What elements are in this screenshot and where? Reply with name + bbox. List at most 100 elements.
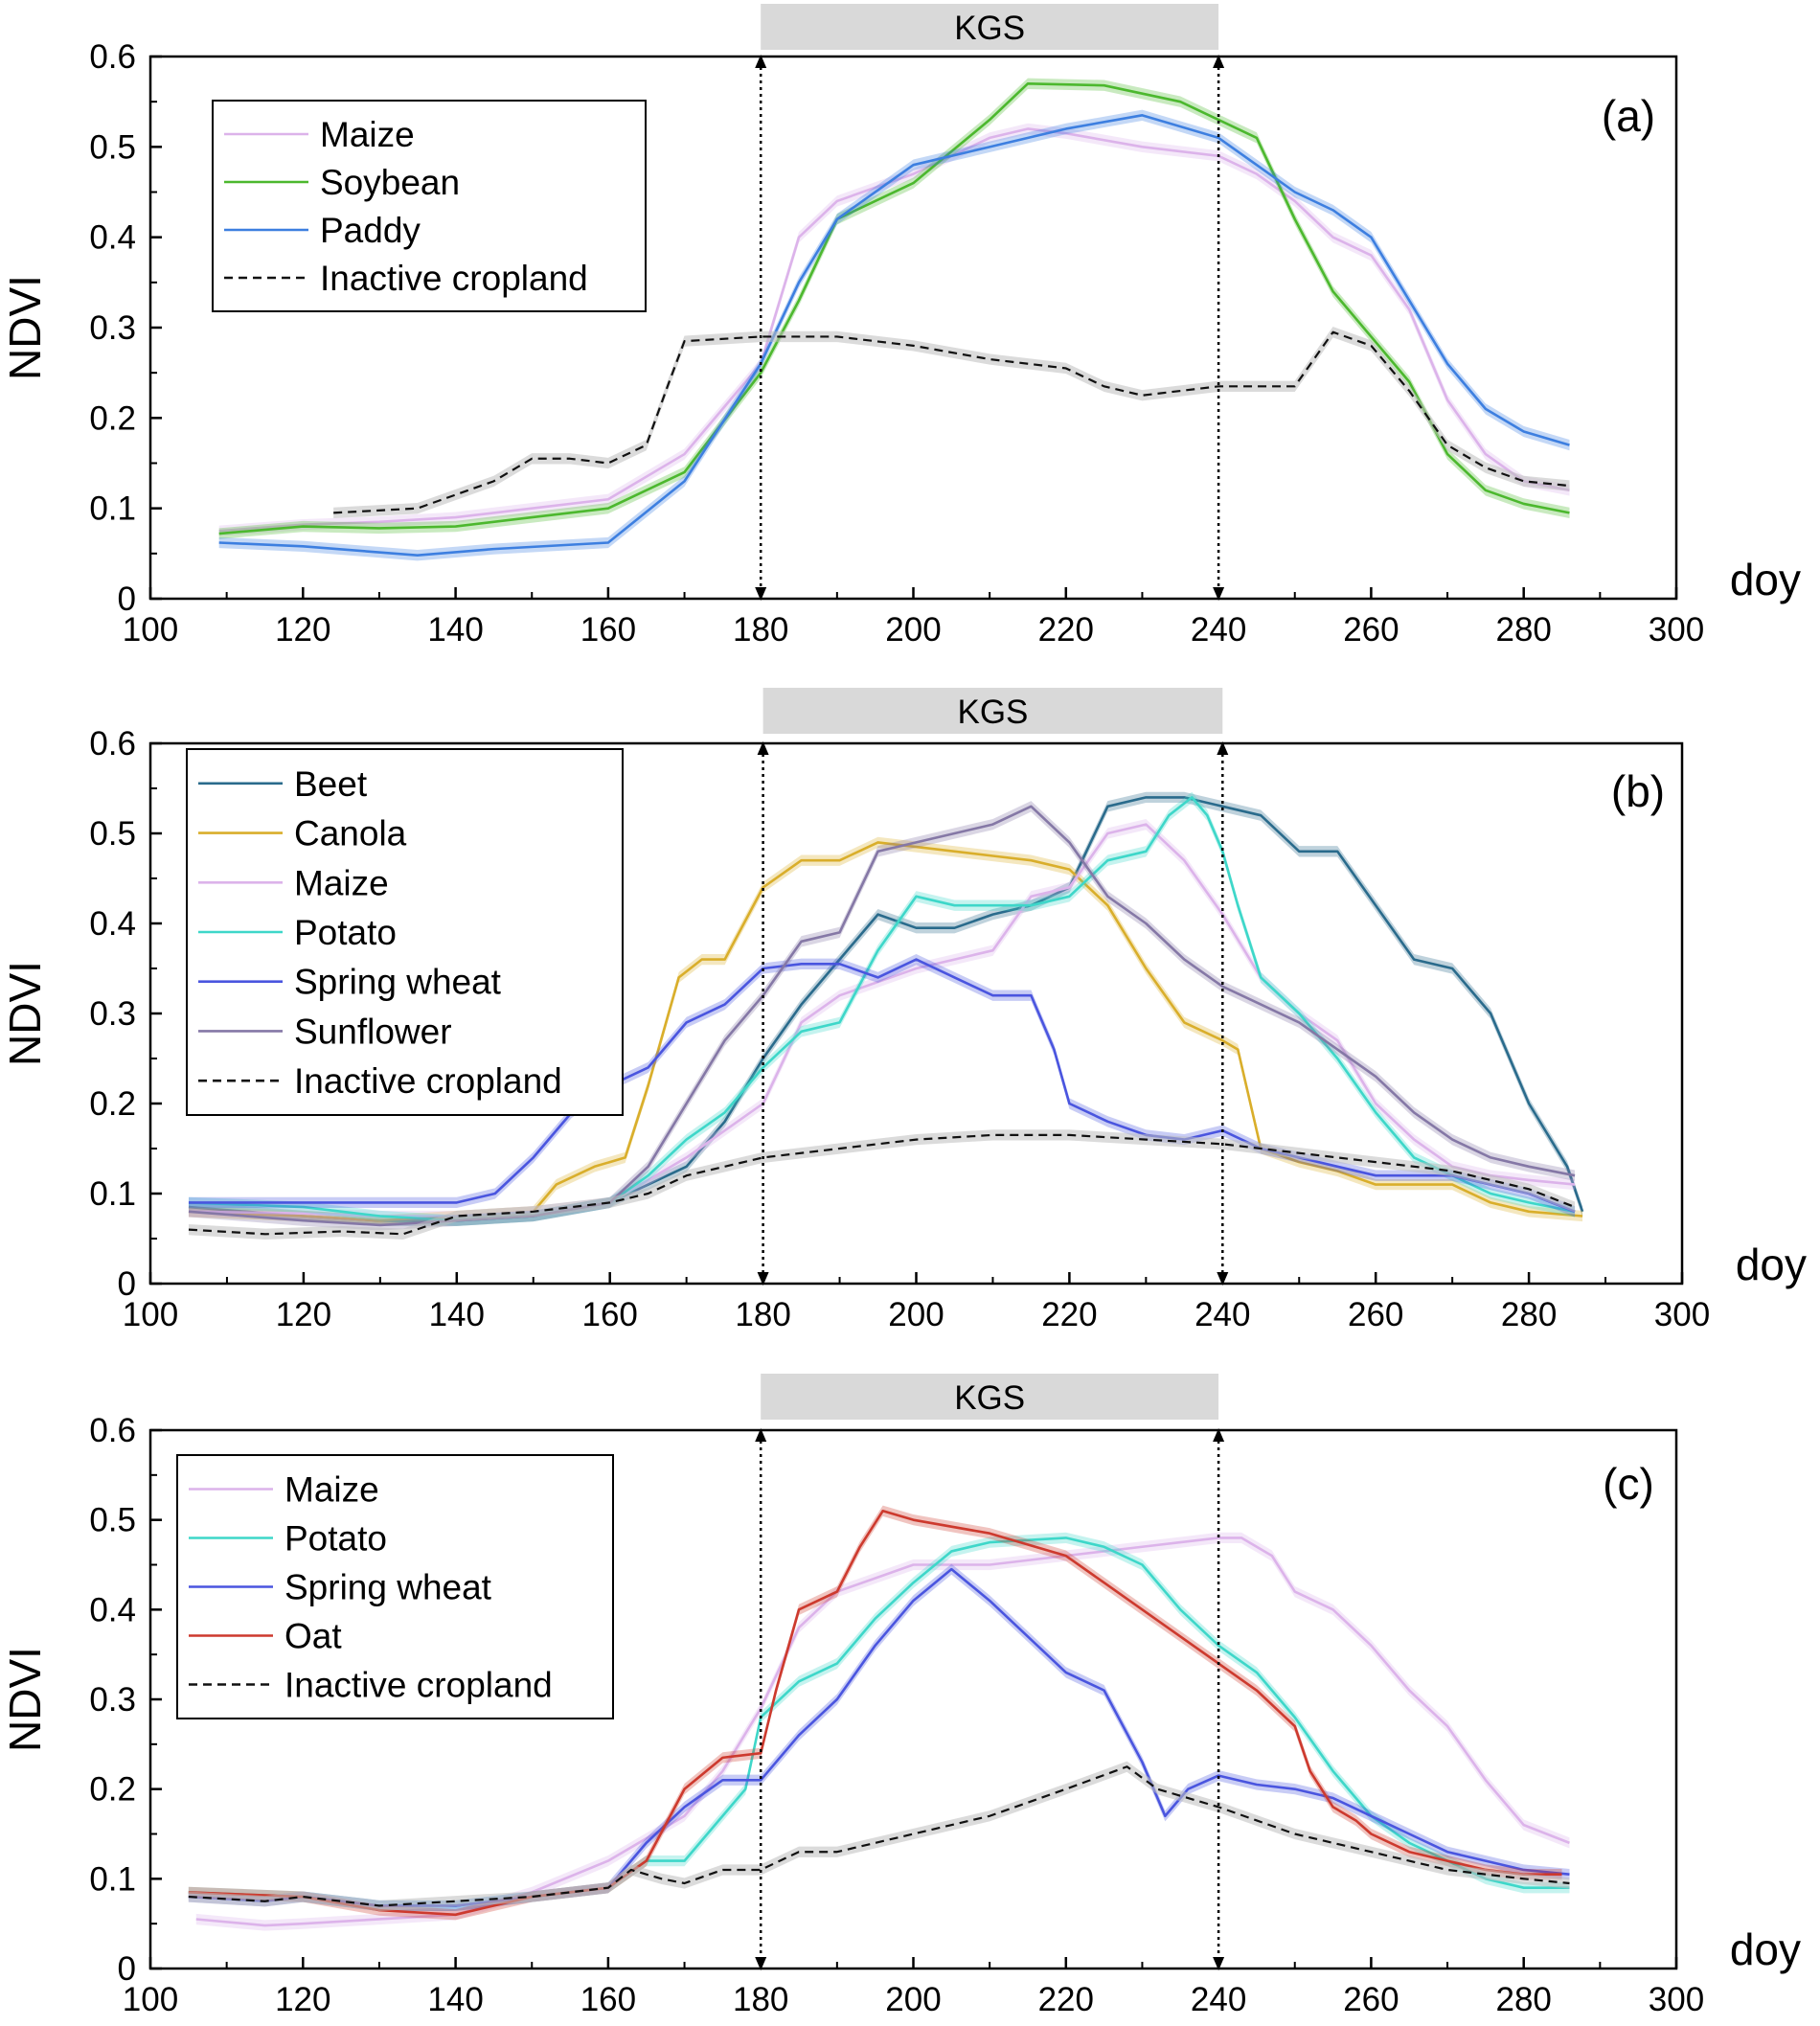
kgs-label: KGS — [957, 694, 1028, 731]
x-tick-label: 300 — [1654, 1296, 1710, 1333]
series-line — [188, 1133, 1576, 1236]
kgs-arrow-head-down — [1213, 587, 1225, 601]
legend-entry: Inactive cropland — [284, 1666, 553, 1705]
y-tick-label: 0.4 — [89, 1591, 136, 1628]
x-axis-title: doy — [1730, 555, 1801, 604]
x-tick-label: 180 — [733, 1981, 788, 2018]
kgs-arrow-head-up — [755, 1428, 767, 1442]
series-line — [218, 114, 1570, 558]
y-tick-label: 0.4 — [89, 219, 136, 257]
y-axis-title: NDVI — [0, 961, 50, 1066]
kgs-arrow-head-up — [1213, 55, 1225, 68]
x-tick-label: 100 — [123, 1981, 178, 2018]
legend-entry: Oat — [284, 1617, 342, 1656]
x-tick-label: 200 — [888, 1296, 944, 1333]
kgs-bar — [762, 688, 1223, 734]
x-tick-label: 200 — [885, 1981, 941, 2018]
legend-entry: Maize — [284, 1470, 379, 1510]
legend-entry: Sunflower — [294, 1012, 452, 1051]
panel-a: KGS 100 120 140 160 180 200 220 240 260 280 300 0 0.1… — [0, 4, 1801, 649]
x-tick-label: 180 — [735, 1296, 790, 1333]
kgs-arrow-head-down — [1213, 1957, 1225, 1970]
x-tick-label: 260 — [1343, 1981, 1399, 2018]
x-tick-label: 220 — [1041, 1296, 1097, 1333]
y-tick-label: 0.4 — [89, 905, 136, 943]
x-tick-label: 120 — [275, 611, 330, 649]
y-tick-label: 0.5 — [89, 815, 136, 853]
legend-box — [212, 100, 647, 312]
y-tick-label: 0.1 — [89, 1175, 136, 1213]
x-tick-label: 160 — [581, 1296, 637, 1333]
kgs-arrow-head-down — [755, 1957, 767, 1970]
kgs-arrow-head-up — [1217, 741, 1229, 755]
series-band — [188, 953, 1576, 1218]
kgs-arrow-head-down — [757, 1272, 769, 1286]
y-tick-label: 0.6 — [89, 1412, 136, 1449]
x-tick-label: 280 — [1495, 611, 1551, 649]
series-band — [188, 791, 1576, 1226]
kgs-arrow-head-up — [757, 741, 769, 755]
legend-entry: Potato — [294, 913, 397, 952]
x-tick-label: 220 — [1038, 1981, 1094, 2018]
x-tick-label: 220 — [1038, 611, 1094, 649]
x-tick-label: 160 — [580, 611, 636, 649]
legend-entry: Maize — [320, 115, 415, 154]
y-tick-label: 0.3 — [89, 1681, 136, 1719]
series-band — [188, 836, 1583, 1226]
series-line — [333, 330, 1570, 514]
legend-entry: Potato — [284, 1519, 387, 1559]
x-tick-label: 200 — [885, 611, 941, 649]
y-tick-label: 0.1 — [89, 490, 136, 528]
x-tick-label: 300 — [1649, 1981, 1704, 2018]
series-band — [333, 327, 1570, 519]
kgs-bar — [761, 1374, 1219, 1420]
y-axis-title: NDVI — [0, 275, 50, 380]
kgs-arrow-head-up — [1213, 1428, 1225, 1442]
x-tick-label: 100 — [123, 1296, 178, 1333]
x-tick-label: 180 — [733, 611, 788, 649]
y-tick-label: 0.6 — [89, 38, 136, 76]
x-tick-label: 240 — [1191, 611, 1246, 649]
x-tick-label: 120 — [276, 1296, 331, 1333]
panel-c: KGS 100 120 140 160 180 200 220 240 260 280 300 0 0.1… — [0, 1374, 1801, 2018]
legend-entry: Spring wheat — [284, 1568, 492, 1607]
series-line — [188, 1765, 1570, 1907]
kgs-arrow-head-down — [1217, 1272, 1229, 1286]
legend-entry: Beet — [294, 764, 368, 804]
legend-entry: Inactive cropland — [294, 1061, 562, 1101]
x-tick-label: 260 — [1343, 611, 1399, 649]
x-tick-label: 240 — [1191, 1981, 1246, 2018]
panel-b: KGS 100 120 140 160 180 200 220 240 260 280 300 0 0.1… — [0, 688, 1807, 1333]
y-tick-label: 0.2 — [89, 1771, 136, 1809]
y-tick-label: 0.5 — [89, 1502, 136, 1539]
y-tick-label: 0 — [118, 1950, 136, 1988]
x-axis-title: doy — [1730, 1924, 1801, 1974]
y-tick-label: 0.3 — [89, 995, 136, 1033]
kgs-bar — [761, 4, 1219, 50]
x-tick-label: 140 — [427, 611, 483, 649]
x-tick-label: 240 — [1194, 1296, 1250, 1333]
series-line — [218, 127, 1570, 533]
legend-entry: Soybean — [320, 163, 460, 202]
legend-entry: Inactive cropland — [320, 259, 588, 298]
x-tick-label: 160 — [580, 1981, 636, 2018]
y-tick-label: 0.2 — [89, 399, 136, 437]
y-tick-label: 0.2 — [89, 1085, 136, 1123]
y-tick-label: 0 — [118, 580, 136, 618]
x-tick-label: 280 — [1495, 1981, 1551, 2018]
x-tick-label: 140 — [427, 1981, 483, 2018]
series-line — [188, 841, 1583, 1222]
y-tick-label: 0.6 — [89, 725, 136, 763]
x-tick-label: 120 — [275, 1981, 330, 2018]
panel-label: (a) — [1602, 91, 1655, 141]
x-tick-label: 300 — [1649, 611, 1704, 649]
series-line — [218, 82, 1570, 535]
x-tick-label: 100 — [123, 611, 178, 649]
kgs-arrow-head-down — [755, 587, 767, 601]
panel-label: (b) — [1611, 766, 1665, 816]
panel-label: (c) — [1603, 1459, 1654, 1509]
x-tick-label: 140 — [429, 1296, 485, 1333]
series-line — [188, 796, 1576, 1222]
series-line — [188, 958, 1576, 1214]
